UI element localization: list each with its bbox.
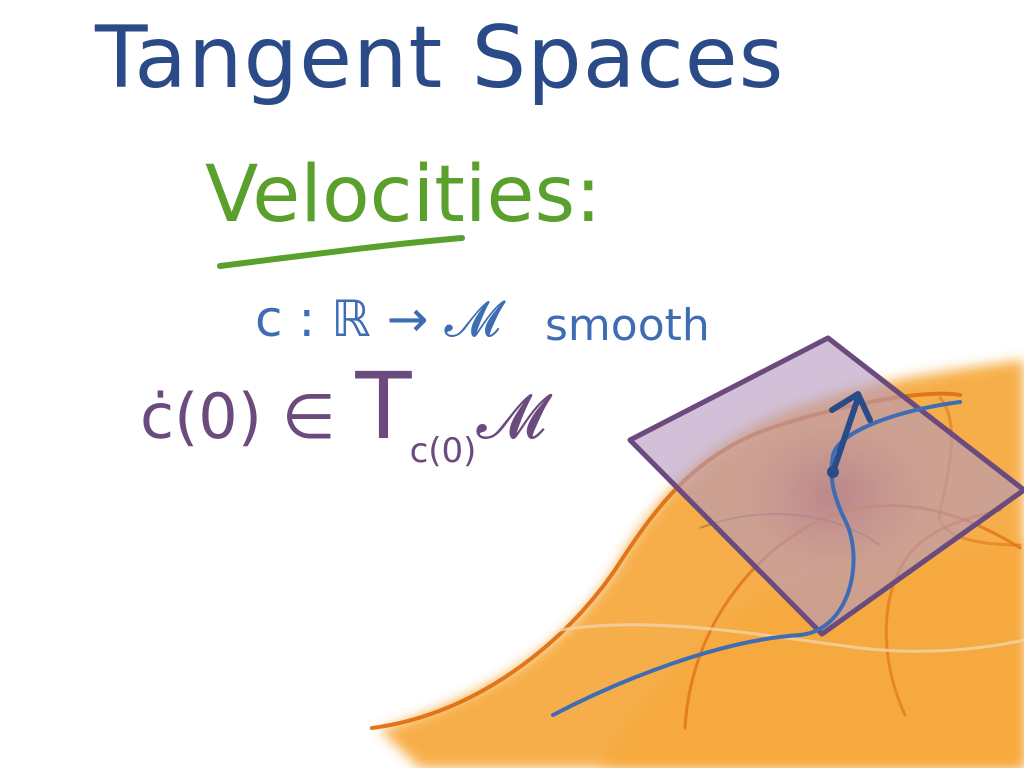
velocity-statement: ċ(0) ∈ Tc(0)𝓜: [140, 361, 546, 472]
curve-definition: c : ℝ → 𝓜: [255, 290, 501, 348]
velocity-lhs: ċ(0) ∈: [140, 380, 336, 453]
page-title: Tangent Spaces: [95, 8, 785, 108]
velocity-vector: [829, 391, 873, 475]
heading-underline: [217, 235, 465, 269]
tangent-plane: [627, 335, 1024, 637]
velocities-heading: Velocities:: [205, 150, 602, 240]
smooth-label: smooth: [545, 300, 710, 351]
tangent-space-symbol: T: [355, 353, 412, 460]
manifold-symbol: 𝓜: [476, 380, 546, 453]
curve-c: [551, 400, 962, 717]
tangent-space-subscript: c(0): [409, 431, 477, 471]
